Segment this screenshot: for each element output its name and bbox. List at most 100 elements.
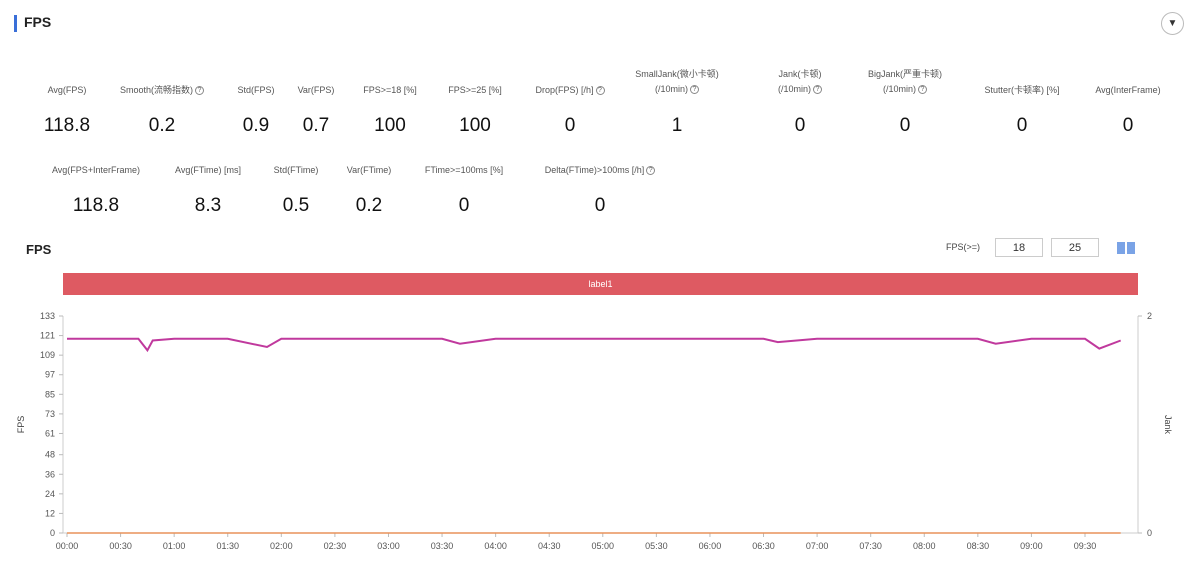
x-tick-label: 05:00 [592, 541, 615, 551]
y-tick-label: 97 [45, 370, 55, 380]
metric-value: 118.8 [43, 115, 91, 136]
chevron-down-icon[interactable]: ▼ [1161, 12, 1184, 35]
metric-r1-4: FPS>=18 [%] 100 [325, 0, 455, 136]
x-tick-label: 06:00 [699, 541, 722, 551]
metric-label: BigJank(严重卡顿) [867, 69, 942, 79]
metric-value: 0 [564, 115, 576, 136]
metric-value: 0 [1122, 115, 1134, 136]
threshold-input-2[interactable] [1051, 238, 1099, 257]
metric-value: 0.9 [242, 115, 270, 136]
metric-value: 0.2 [355, 195, 383, 216]
metric-r1-2: Std(FPS) 0.9 [191, 0, 321, 136]
metric-r2-2: Std(FTime) 0.5 [231, 0, 361, 216]
y-tick-label: 0 [50, 528, 55, 538]
metric-label: Smooth(流畅指数)? [97, 84, 227, 96]
help-icon[interactable]: ? [646, 166, 656, 176]
metric-r1-9: BigJank(严重卡顿) (/10min)? 0 [840, 0, 970, 136]
x-tick-label: 08:30 [967, 541, 990, 551]
panel-title: FPS [24, 14, 52, 30]
metric-label: (/10min)? [735, 83, 865, 95]
metric-label: Std(FTime) [273, 165, 319, 175]
x-tick-label: 04:00 [484, 541, 507, 551]
metric-label: Avg(FPS+InterFrame) [51, 165, 141, 175]
x-tick-label: 05:30 [645, 541, 668, 551]
y2-tick-label: 0 [1147, 528, 1152, 538]
metric-r1-7: SmallJank(微小卡顿) (/10min)? 1 [612, 0, 742, 136]
metric-value: 8.3 [194, 195, 222, 216]
help-icon[interactable]: ? [195, 86, 204, 96]
metric-value: 0.5 [282, 195, 310, 216]
fps-line-chart: 0 12 24 36 48 61 73 85 97 109 121 133 0 2 FPS Jank 00:00… [16, 311, 1173, 551]
x-tick-label: 08:00 [913, 541, 936, 551]
panel-header: FPS ▼ [0, 0, 1200, 46]
metric-label: Avg(FPS) [47, 85, 87, 95]
metric-r1-3: Var(FPS) 0.7 [251, 0, 381, 136]
x-tick-label: 02:30 [324, 541, 347, 551]
metric-r2-1: Avg(FTime) [ms] 8.3 [143, 0, 273, 216]
y-tick-label: 133 [40, 311, 55, 321]
metric-value: 0.7 [302, 115, 330, 136]
metric-r1-5: FPS>=25 [%] 100 [410, 0, 540, 136]
metric-r1-8: Jank(卡顿) (/10min)? 0 [735, 0, 865, 136]
x-tick-label: 04:30 [538, 541, 561, 551]
x-tick-label: 09:00 [1020, 541, 1043, 551]
threshold-label: FPS(>=) [946, 242, 981, 252]
metric-label: Std(FPS) [237, 85, 275, 95]
x-tick-label: 02:00 [270, 541, 293, 551]
metric-label: FPS>=18 [%] [363, 85, 417, 95]
metric-value: 0 [899, 115, 911, 136]
help-icon[interactable]: ? [690, 85, 699, 95]
metric-label: Drop(FPS) [/h]? [505, 84, 635, 96]
help-icon[interactable]: ? [595, 86, 605, 96]
x-tick-label: 01:30 [216, 541, 239, 551]
metric-label: Avg(InterFrame) [1095, 85, 1161, 95]
x-tick-label: 01:00 [163, 541, 186, 551]
metric-r2-3: Var(FTime) 0.2 [304, 0, 434, 216]
metric-label: Avg(FTime) [ms] [174, 165, 241, 175]
x-tick-label: 00:00 [56, 541, 79, 551]
y-tick-label: 24 [45, 489, 55, 499]
metric-label: Var(FPS) [297, 85, 335, 95]
metric-value: 0.2 [148, 115, 176, 136]
metric-label: (/10min)? [840, 83, 970, 95]
metric-r1-11: Avg(InterFrame) 0 [1063, 0, 1193, 136]
metric-r1-1: Smooth(流畅指数)? 0.2 [97, 0, 227, 136]
metric-label: SmallJank(微小卡顿) [635, 69, 719, 79]
threshold-input-1[interactable] [995, 238, 1043, 257]
metric-label: (/10min)? [612, 83, 742, 95]
x-tick-label: 03:30 [431, 541, 454, 551]
x-tick-label: 00:30 [109, 541, 132, 551]
metric-label: Stutter(卡顿率) [%] [984, 85, 1060, 95]
x-tick-label: 07:30 [859, 541, 882, 551]
label-band[interactable]: label1 [63, 273, 1138, 295]
metric-r1-6: Drop(FPS) [/h]? 0 [505, 0, 635, 136]
y-tick-label: 109 [40, 350, 55, 360]
metric-label: FPS>=25 [%] [448, 85, 502, 95]
metric-label: Delta(FTime)>100ms [/h]? [535, 164, 665, 176]
metric-value: 118.8 [72, 195, 120, 216]
x-tick-label: 09:30 [1074, 541, 1097, 551]
metric-value: 0 [794, 115, 806, 136]
x-tick-label: 07:00 [806, 541, 829, 551]
y-tick-label: 48 [45, 450, 55, 460]
y-tick-label: 36 [45, 469, 55, 479]
y-tick-label: 121 [40, 331, 55, 341]
metric-value: 0 [1016, 115, 1028, 136]
y2-tick-label: 2 [1147, 311, 1152, 321]
y2-axis-label: Jank [1163, 415, 1173, 435]
metric-value: 100 [459, 115, 491, 136]
y-tick-label: 12 [45, 508, 55, 518]
metric-r1-0: Avg(FPS) 118.8 [2, 0, 132, 136]
help-icon[interactable]: ? [918, 85, 927, 95]
help-icon[interactable]: ? [813, 85, 822, 95]
y-tick-label: 73 [45, 409, 55, 419]
metric-label: Var(FTime) [346, 165, 392, 175]
y-axis-label: FPS [16, 416, 26, 434]
metric-value: 0 [594, 195, 606, 216]
metric-r2-0: Avg(FPS+InterFrame) 118.8 [31, 0, 161, 216]
y-tick-label: 61 [45, 428, 55, 438]
metric-value: 100 [374, 115, 406, 136]
metric-value: 1 [671, 115, 683, 136]
grid-view-icon[interactable] [1117, 242, 1135, 254]
x-tick-label: 03:00 [377, 541, 400, 551]
